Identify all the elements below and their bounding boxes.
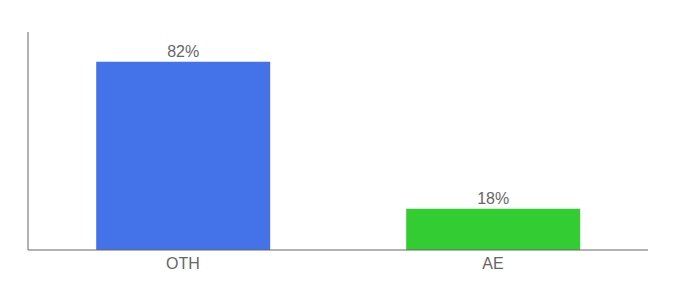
svg-text:OTH: OTH [166, 255, 200, 272]
svg-text:18%: 18% [477, 190, 509, 207]
svg-text:AE: AE [482, 255, 503, 272]
svg-text:82%: 82% [167, 43, 199, 60]
